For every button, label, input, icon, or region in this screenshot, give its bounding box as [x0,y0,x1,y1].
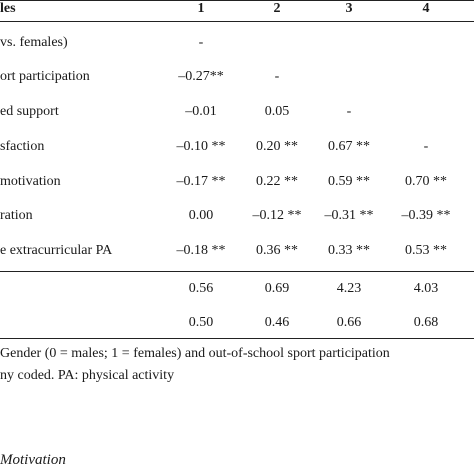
row-label: e extracurricular PA [0,243,113,258]
cell-col-2: –0.12 ** [252,208,302,223]
cell-col-1: –0.17 ** [176,174,226,189]
table-note-line-1: Gender (0 = males; 1 = females) and out-… [0,346,390,361]
table-row: e extracurricular PA –0.18 ** 0.36 ** 0.… [0,241,474,261]
cell-col-2: 0.20 ** [256,139,298,154]
header-variables-label: les [0,1,16,16]
section-heading: Motivation [0,452,66,468]
row-label: motivation [0,174,61,189]
cell-col-3: 4.23 [336,281,362,296]
cell-col-1: –0.01 [185,104,217,119]
cell-col-1: 0.00 [188,208,214,223]
cell-col-3: 0.67 ** [328,139,370,154]
header-col-4: 4 [422,1,430,16]
header-col-2: 2 [273,1,281,16]
header-col-1: 1 [197,1,205,16]
cell-col-3: 0.33 ** [328,243,370,258]
cell-col-1: –0.27** [178,69,224,84]
cell-col-1: 0.50 [188,315,214,330]
table-row: ration 0.00 –0.12 ** –0.31 ** –0.39 ** - [0,206,474,226]
table-bottom-rule [0,338,474,339]
table-mid-rule [0,271,474,272]
cell-col-1: - [198,35,204,50]
table-note-line-2: ny coded. PA: physical activity [0,368,175,383]
cell-col-5: - [456,206,474,226]
cell-col-2: 0.69 [264,281,290,296]
table-row: 0.50 0.46 0.66 0.68 [0,313,474,333]
cell-col-2: 0.46 [264,315,290,330]
cell-col-4: - [423,139,429,154]
table-row: 0.56 0.69 4.23 4.03 [0,279,474,299]
table-row: ort participation –0.27** - [0,67,474,87]
row-label: ort participation [0,69,90,84]
table-row: motivation –0.17 ** 0.22 ** 0.59 ** 0.70… [0,172,474,192]
table-header-row: les 1 2 3 4 [0,0,474,19]
row-label: vs. females) [0,35,68,50]
cell-col-2: - [274,69,280,84]
cell-col-3: 0.66 [336,315,362,330]
row-label: ration [0,208,33,223]
cell-col-4: –0.39 ** [401,208,451,223]
table-row: sfaction –0.10 ** 0.20 ** 0.67 ** - [0,137,474,157]
table-row: ed support –0.01 0.05 - [0,102,474,122]
table-row: vs. females) - [0,33,474,53]
cell-col-2: 0.36 ** [256,243,298,258]
cell-col-4: 4.03 [413,281,439,296]
header-col-3: 3 [345,1,353,16]
table-top-rule [0,0,474,1]
cell-col-3: –0.31 ** [324,208,374,223]
row-label: ed support [0,104,59,119]
cell-col-4: 0.70 ** [405,174,447,189]
cell-col-3: 0.59 ** [328,174,370,189]
cell-col-1: 0.56 [188,281,214,296]
cell-col-3: - [346,104,352,119]
table-header-rule [0,21,474,22]
row-label: sfaction [0,139,45,154]
cell-col-2: 0.22 ** [256,174,298,189]
cell-col-4: 0.53 ** [405,243,447,258]
cell-col-1: –0.10 ** [176,139,226,154]
cell-col-2: 0.05 [264,104,290,119]
cell-col-4: 0.68 [413,315,439,330]
cell-col-1: –0.18 ** [176,243,226,258]
